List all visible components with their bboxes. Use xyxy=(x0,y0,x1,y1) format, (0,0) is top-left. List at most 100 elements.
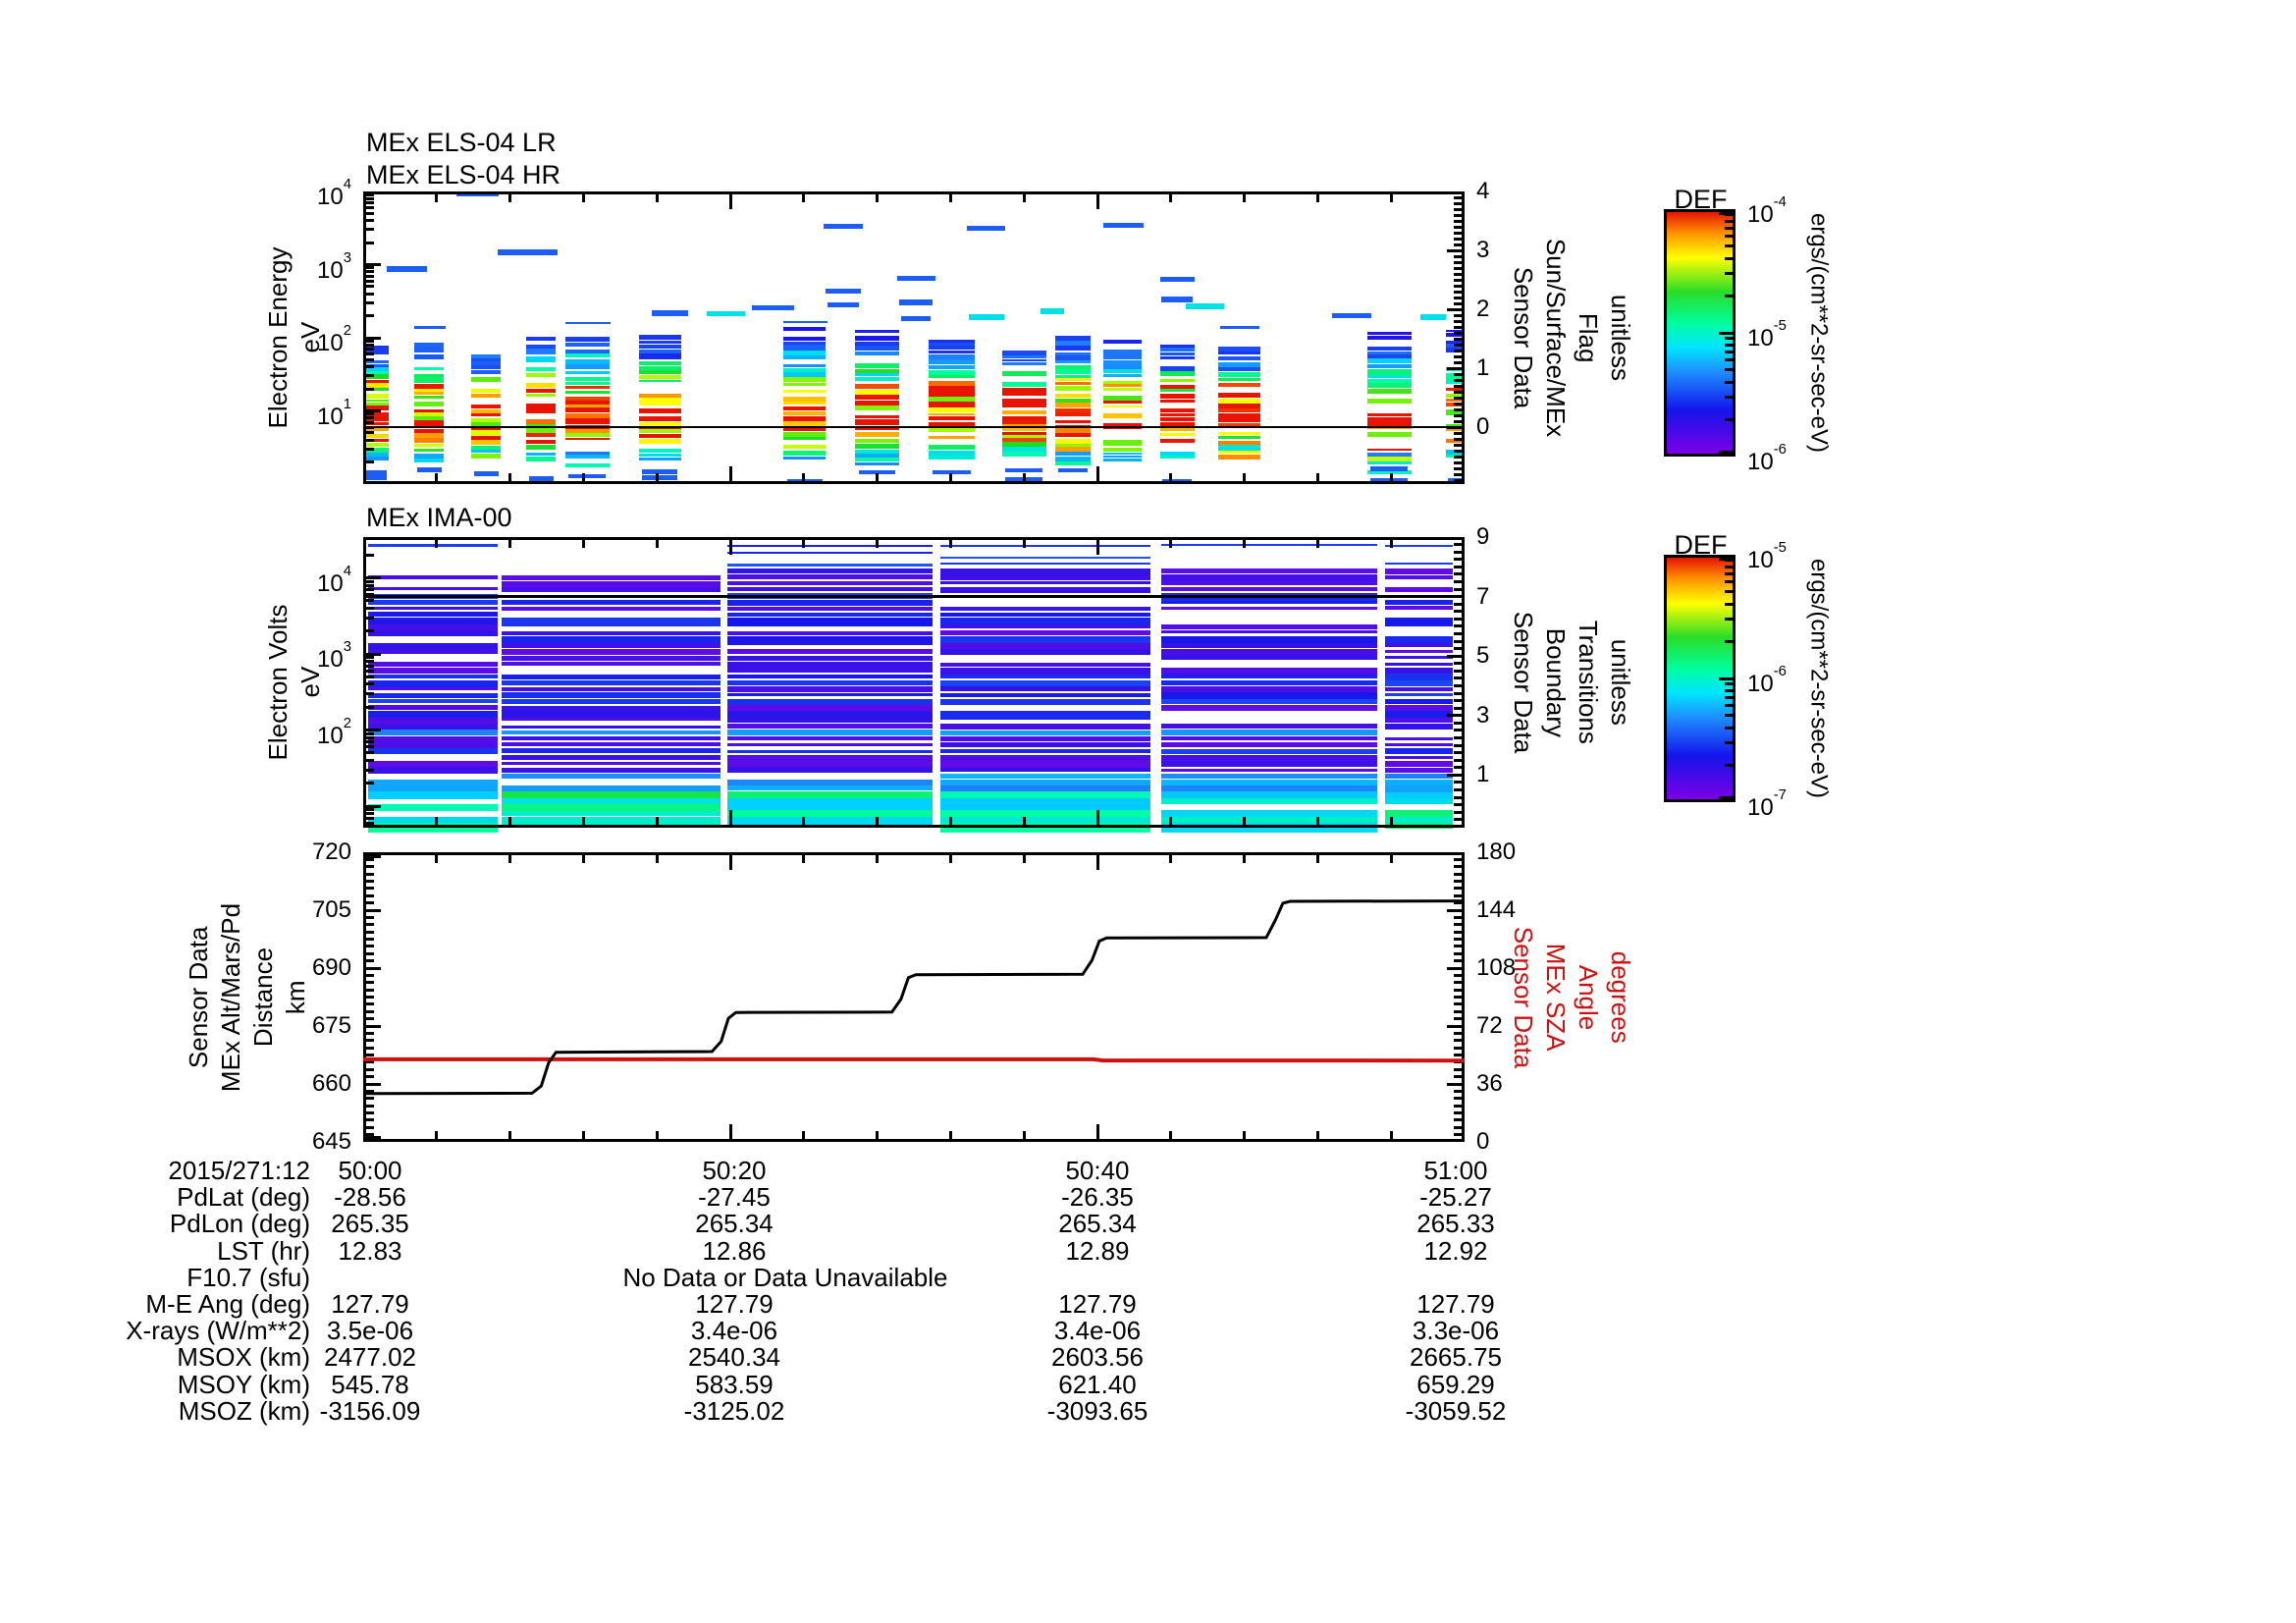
ima-spectrum-stripe xyxy=(368,574,499,580)
axis-tick xyxy=(1454,1118,1462,1122)
axis-tick xyxy=(366,816,374,820)
ima-spectrum-stripe xyxy=(940,686,1151,691)
axis-tick xyxy=(1454,384,1462,388)
els-isolated-dash xyxy=(1159,276,1196,283)
ima-spectrum-stripe xyxy=(940,736,1151,741)
els-spectrum-stripe xyxy=(1446,388,1465,391)
els-spectrum-stripe xyxy=(1102,349,1142,354)
axis-tick xyxy=(366,908,381,912)
ima-spectrum-stripe xyxy=(1160,636,1378,645)
els-spectrum-stripe xyxy=(1001,361,1046,366)
axis-tick xyxy=(1725,256,1733,260)
els-spectrum-stripe xyxy=(1446,427,1465,432)
table-cell-value: 127.79 xyxy=(695,1289,774,1319)
els-spectrum-stripe xyxy=(783,421,827,427)
ima-spectrum-stripe xyxy=(727,743,933,747)
els-spectrum-stripe xyxy=(928,350,975,354)
els-spectrum-stripe xyxy=(1054,355,1091,360)
els-spectrum-stripe xyxy=(414,343,445,348)
ima-spectrum-stripe xyxy=(368,668,499,675)
axis-tick xyxy=(1454,260,1462,264)
ima-spectrum-stripe xyxy=(940,760,1151,769)
els-spectrum-stripe xyxy=(526,388,557,394)
axis-tick xyxy=(1454,923,1462,927)
axis-tick xyxy=(366,938,374,941)
ima-spectrum-stripe xyxy=(1384,655,1453,660)
axis-tick xyxy=(366,266,374,270)
ima-spectrum-stripe xyxy=(940,797,1151,806)
axis-tick xyxy=(366,1118,374,1122)
ima-spectrum-stripe xyxy=(1160,680,1378,686)
els-spectrum-stripe xyxy=(564,364,610,369)
els-spectrum-stripe xyxy=(414,459,445,463)
ima-spectrum-stripe xyxy=(727,679,933,685)
els-spectrum-stripe xyxy=(855,432,900,438)
els-spectrum-stripe xyxy=(928,391,975,397)
table-cell-value: 2603.56 xyxy=(1051,1342,1144,1373)
ima-spectrum-stripe xyxy=(1384,618,1453,626)
els-spectrum-stripe xyxy=(928,346,975,351)
els-lowband-dash xyxy=(1005,467,1043,473)
els-spectrum-stripe xyxy=(1218,441,1261,445)
ima-spectrum-stripe xyxy=(368,779,499,785)
els-spectrum-stripe xyxy=(471,353,502,358)
axis-tick xyxy=(802,817,806,825)
axis-tick xyxy=(366,285,374,289)
axis-tick xyxy=(366,228,374,232)
axis-tick xyxy=(802,540,806,548)
axis-tick xyxy=(1447,366,1462,370)
els-isolated-dash xyxy=(1332,312,1371,319)
table-cell-value: 2540.34 xyxy=(688,1342,780,1373)
ima-spectrum-stripe xyxy=(502,636,721,645)
els-lowband-dash xyxy=(932,469,971,475)
ima-title: MEx IMA-00 xyxy=(366,503,512,532)
els-spectrum-stripe xyxy=(783,382,827,386)
els-spectrum-stripe xyxy=(1218,445,1261,448)
ima-y-tick-label: 102 xyxy=(194,716,351,749)
els-spectrum-stripe xyxy=(414,428,445,433)
els-isolated-dash xyxy=(1185,303,1225,309)
axis-tick xyxy=(366,412,374,416)
axis-tick xyxy=(1725,337,1733,341)
tick-label-text: 4 xyxy=(1476,178,1490,204)
axis-tick xyxy=(1454,443,1462,447)
els-spectrum-stripe xyxy=(1366,332,1412,336)
els-spectrum-stripe xyxy=(1366,470,1412,475)
els-spectrum-stripe xyxy=(638,353,681,359)
els-spectrum-stripe xyxy=(471,393,502,398)
axis-tick xyxy=(1022,855,1026,863)
axis-tick xyxy=(366,959,374,963)
els-spectrum-stripe xyxy=(1366,358,1412,364)
axis-tick xyxy=(1725,682,1733,686)
els-spectrum-stripe xyxy=(1366,452,1412,458)
els-spectrum-stripe xyxy=(526,349,557,354)
els-spectrum-stripe xyxy=(564,404,610,407)
axis-tick xyxy=(655,194,659,202)
els-spectrum-stripe xyxy=(783,426,827,432)
axis-tick xyxy=(366,343,374,347)
els-spectrum-stripe xyxy=(638,361,681,366)
axis-tick xyxy=(1454,639,1462,643)
axis-tick xyxy=(1454,1054,1462,1056)
els-spectrum-stripe xyxy=(363,412,390,418)
els-spectrum-stripe xyxy=(1366,416,1412,420)
els-spectrum-stripe xyxy=(1159,393,1196,400)
els-spectrum-stripe xyxy=(1218,367,1261,372)
ima-spectrum-stripe xyxy=(502,698,721,704)
els-spectrum-stripe xyxy=(855,362,900,369)
ima-spectrum-stripe xyxy=(1160,574,1378,582)
colorbar-tick-label: 10-6 xyxy=(1747,442,1787,475)
ima-spectrum-stripe xyxy=(940,816,1151,824)
els-spectrum-stripe xyxy=(1102,405,1142,408)
ima-spectrum-stripe xyxy=(727,606,933,611)
els-spectrum-stripe xyxy=(471,404,502,409)
els-spectrum-stripe xyxy=(855,384,900,390)
axis-tick xyxy=(366,416,374,420)
axis-tick xyxy=(366,576,381,579)
axis-tick xyxy=(366,1002,374,1006)
axis-tick xyxy=(1454,973,1462,977)
els-lowband-dash xyxy=(641,475,678,480)
colorbar-tick-label: 10-5 xyxy=(1747,540,1787,573)
axis-tick xyxy=(876,473,880,481)
axis-tick xyxy=(366,314,374,318)
